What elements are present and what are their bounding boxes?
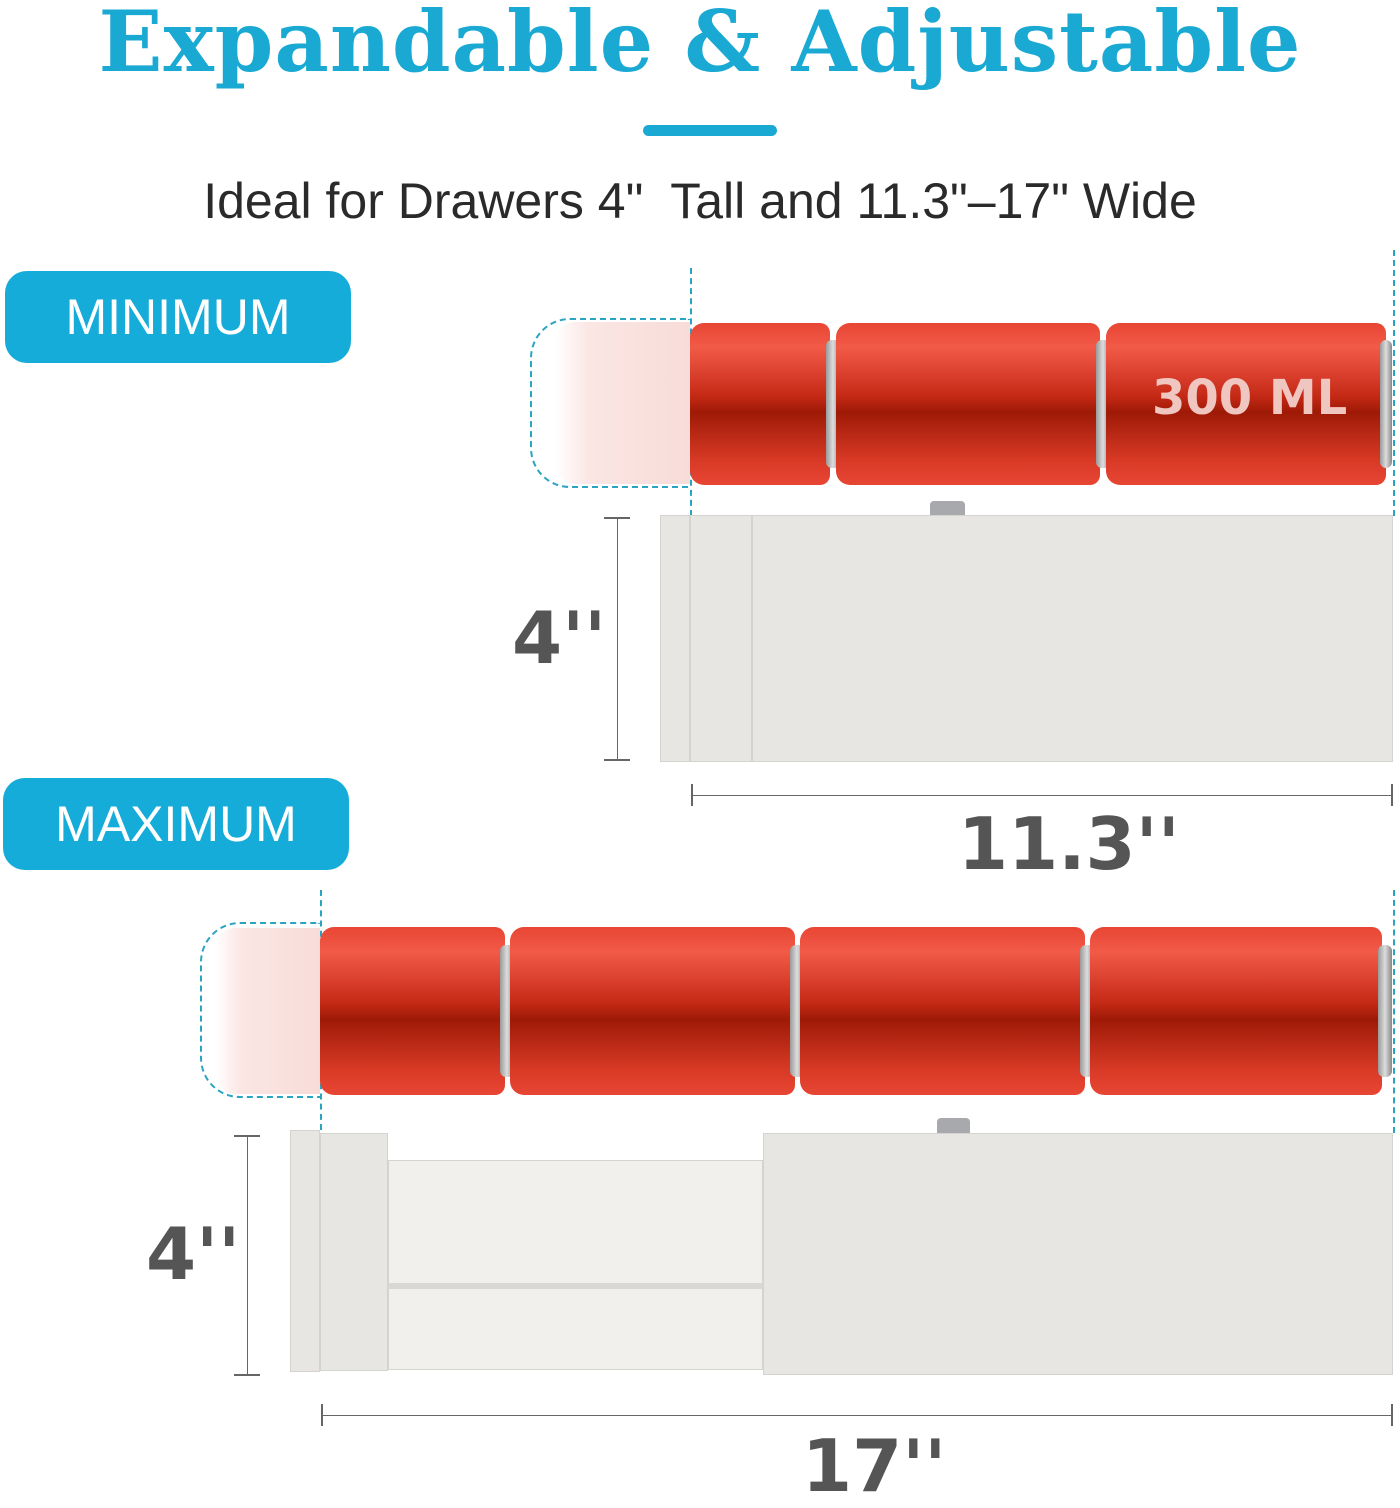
max-width-label: 17'' (802, 1424, 947, 1508)
max-right-guide (1393, 890, 1395, 1133)
lock-knob (930, 501, 965, 516)
can (510, 927, 795, 1095)
can-volume-label: 300 ML (1152, 370, 1348, 426)
height-dimension-line (617, 517, 618, 760)
min-height-label: 4'' (512, 596, 607, 680)
can (836, 323, 1100, 485)
can-rim (1380, 340, 1392, 468)
organizer-end-cap (290, 1130, 320, 1372)
dimension-cap (604, 759, 630, 761)
organizer-body (752, 515, 1393, 762)
organizer-extension-tray (388, 1160, 763, 1370)
min-right-guide (1393, 250, 1395, 516)
ghost-can-outline (200, 922, 320, 1098)
min-width-label: 11.3'' (958, 802, 1180, 886)
can-rim (1378, 945, 1392, 1077)
dimension-cap (234, 1374, 260, 1376)
width-dimension-line (322, 1415, 1392, 1416)
height-dimension-line (247, 1135, 248, 1375)
page-title: Expandable & Adjustable (98, 0, 1302, 91)
can (1106, 323, 1386, 485)
can (800, 927, 1085, 1095)
lock-knob (937, 1118, 970, 1133)
can (320, 927, 505, 1095)
max-height-label: 4'' (146, 1212, 241, 1296)
width-dimension-line (692, 795, 1392, 796)
minimum-badge: MINIMUM (5, 271, 351, 363)
organizer-slider (690, 515, 752, 762)
dimension-cap (321, 1404, 323, 1426)
organizer-end-cap (660, 515, 690, 762)
dimension-cap (691, 784, 693, 806)
dimension-cap (1391, 1404, 1393, 1426)
subtitle: Ideal for Drawers 4" Tall and 11.3"–17" … (203, 173, 1197, 229)
organizer-body (763, 1133, 1393, 1375)
tray-rail (388, 1283, 763, 1289)
organizer-slider (320, 1133, 388, 1371)
dimension-cap (1391, 784, 1393, 806)
title-underline (643, 125, 777, 136)
can (1090, 927, 1382, 1095)
ghost-can-outline (530, 318, 690, 488)
can (690, 323, 830, 485)
maximum-badge: MAXIMUM (3, 778, 349, 870)
